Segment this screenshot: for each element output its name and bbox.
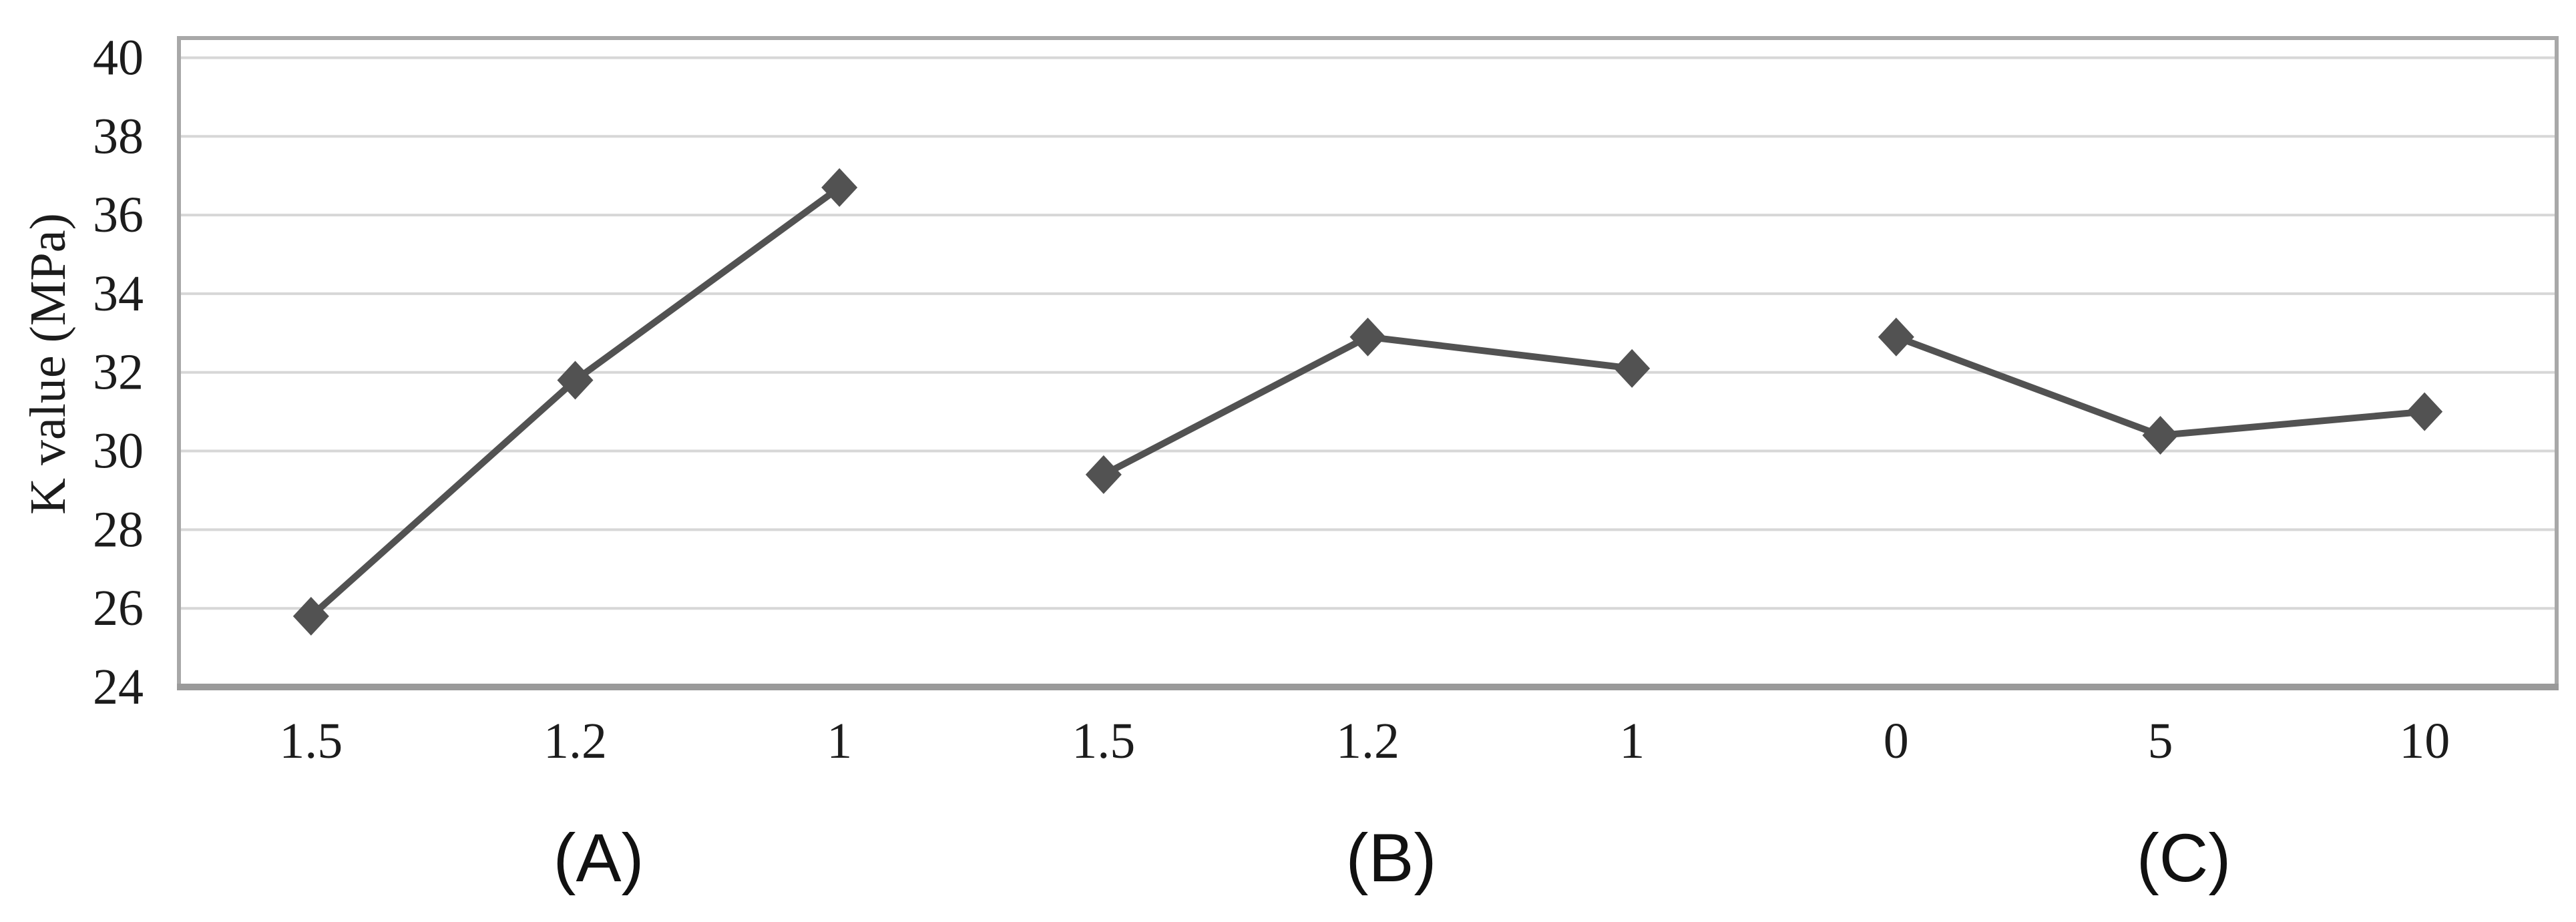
x-tick-label-4: 1.2 bbox=[1336, 713, 1400, 769]
group-label-A: (A) bbox=[554, 820, 644, 896]
marker-A-1.5 bbox=[292, 596, 329, 636]
group-label-B: (B) bbox=[1346, 820, 1437, 896]
y-tick-label-40: 40 bbox=[93, 30, 144, 86]
marker-B-1.5 bbox=[1085, 455, 1122, 494]
y-tick-label-38: 38 bbox=[93, 108, 144, 164]
x-tick-label-3: 1.5 bbox=[1072, 713, 1135, 769]
marker-A-1.2 bbox=[557, 361, 594, 400]
marker-B-1.2 bbox=[1349, 317, 1386, 357]
marker-C-10 bbox=[2406, 392, 2443, 431]
series-layer bbox=[292, 168, 2443, 636]
marker-A-1 bbox=[821, 168, 858, 207]
y-tick-label-34: 34 bbox=[93, 266, 144, 322]
marker-C-0 bbox=[1878, 317, 1914, 357]
y-tick-label-28: 28 bbox=[93, 501, 144, 557]
x-tick-label-1: 1.2 bbox=[544, 713, 607, 769]
y-tick-label-26: 26 bbox=[93, 580, 144, 636]
x-tick-label-0: 1.5 bbox=[279, 713, 343, 769]
x-tick-label-2: 1 bbox=[827, 713, 852, 769]
x-tick-label-7: 5 bbox=[2148, 713, 2173, 769]
plot-frame-layer bbox=[177, 36, 2559, 690]
series-line-B bbox=[1102, 333, 1633, 478]
x-tick-label-5: 1 bbox=[1619, 713, 1645, 769]
y-tick-label-36: 36 bbox=[93, 187, 144, 243]
marker-C-5 bbox=[2142, 415, 2179, 455]
y-tick-label-24: 24 bbox=[93, 659, 144, 715]
marker-B-1 bbox=[1614, 349, 1651, 388]
group-label-C: (C) bbox=[2137, 820, 2231, 896]
y-tick-label-32: 32 bbox=[93, 344, 144, 401]
x-tick-label-8: 10 bbox=[2399, 713, 2450, 769]
y-tick-label-30: 30 bbox=[93, 423, 144, 479]
y-axis-title: K value (MPa) bbox=[20, 213, 76, 515]
series-line-A bbox=[308, 184, 842, 619]
x-tick-label-6: 0 bbox=[1884, 713, 1909, 769]
